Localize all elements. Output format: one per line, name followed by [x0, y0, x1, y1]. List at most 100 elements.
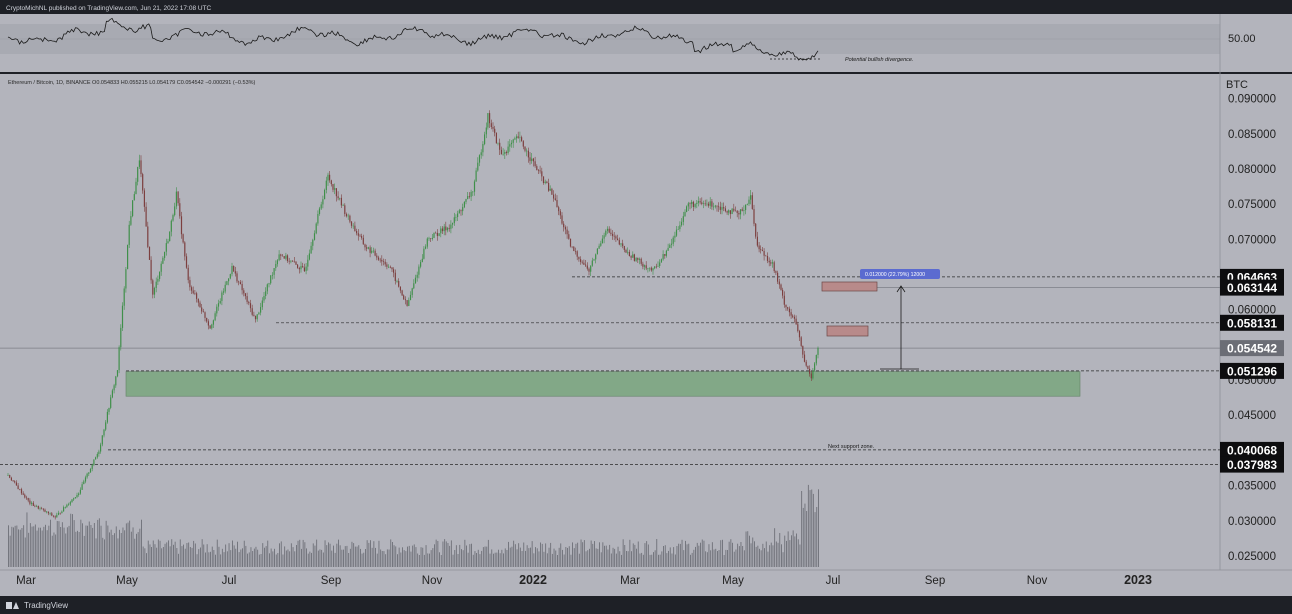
svg-text:0.054542: 0.054542: [1227, 342, 1277, 356]
candle: [798, 329, 801, 341]
volume-bar: [801, 491, 803, 567]
volume-bar: [127, 522, 129, 567]
price-axis-unit: BTC: [1226, 79, 1248, 91]
candle: [216, 304, 218, 317]
candle: [721, 202, 723, 215]
candle: [32, 501, 34, 506]
volume-bar: [531, 541, 533, 567]
volume-bar: [711, 542, 713, 567]
volume-bar: [484, 546, 486, 567]
volume-bar: [621, 554, 622, 567]
candle: [778, 278, 780, 289]
candle: [435, 231, 437, 234]
price-level-tag: 0.063144: [1220, 279, 1284, 296]
candle: [266, 283, 268, 295]
volume-bar: [472, 554, 474, 567]
candle: [229, 273, 231, 280]
volume-bar: [130, 531, 132, 567]
candle: [553, 190, 555, 202]
volume-bar: [464, 539, 466, 567]
candle: [724, 205, 726, 213]
volume-bar: [90, 525, 92, 567]
candle: [679, 221, 681, 232]
candle: [382, 258, 385, 266]
volume-bar: [403, 550, 405, 567]
volume-bar: [691, 552, 693, 567]
candle: [285, 252, 287, 261]
volume-bar: [184, 548, 186, 567]
candle: [645, 261, 647, 271]
candle: [559, 209, 561, 219]
volume-bar: [624, 545, 626, 567]
candle: [76, 492, 78, 499]
volume-bar: [402, 547, 403, 567]
candle: [251, 304, 253, 317]
candle: [93, 459, 95, 467]
volume-bar: [299, 539, 301, 567]
volume-bar: [117, 538, 119, 567]
volume-bar: [201, 539, 203, 567]
candle: [91, 463, 93, 472]
candle: [517, 131, 519, 139]
candle: [568, 230, 570, 240]
candle: [654, 266, 656, 270]
tradingview-logo[interactable]: TradingView: [6, 601, 68, 610]
volume-bar: [445, 541, 447, 567]
candle: [716, 205, 718, 212]
volume-bar: [383, 551, 385, 567]
candle: [569, 238, 572, 248]
candle: [499, 138, 501, 155]
volume-bar: [730, 539, 732, 567]
volume-bar: [114, 533, 115, 567]
candle: [106, 409, 108, 424]
volume-bar: [296, 545, 297, 567]
candle: [133, 191, 135, 201]
candle: [54, 515, 56, 520]
volume-bar: [423, 554, 425, 567]
support-zone[interactable]: [125, 371, 1081, 397]
volume-bar: [476, 553, 477, 567]
price-pane[interactable]: [0, 74, 1220, 570]
pane-divider[interactable]: [0, 72, 1292, 74]
volume-bar: [68, 525, 70, 567]
candle: [438, 233, 440, 237]
volume-bar: [210, 551, 211, 567]
resistance-box-upper[interactable]: [821, 281, 878, 292]
volume-bar: [46, 530, 48, 567]
candle: [71, 499, 73, 503]
candle: [239, 280, 241, 285]
volume-bar: [781, 544, 782, 567]
volume-bar: [631, 551, 632, 567]
svg-text:0.051296: 0.051296: [1227, 364, 1277, 378]
resistance-box-lower[interactable]: [826, 325, 869, 337]
volume-bar: [61, 522, 63, 567]
candle: [140, 155, 142, 178]
volume-bar: [70, 513, 72, 567]
time-axis[interactable]: [0, 570, 1292, 596]
volume-bar: [518, 543, 520, 567]
volume-bar: [149, 544, 151, 567]
volume-bar: [696, 542, 698, 567]
candle: [590, 265, 592, 277]
volume-bar: [280, 541, 282, 567]
candle: [670, 238, 673, 249]
volume-bar: [9, 535, 11, 567]
volume-bar: [690, 554, 691, 567]
volume-bar: [385, 554, 387, 567]
candle: [120, 324, 122, 351]
volume-bar: [668, 550, 669, 567]
volume-bar: [50, 519, 51, 567]
volume-bar: [378, 540, 380, 567]
candle: [573, 246, 575, 252]
candle: [394, 269, 396, 285]
volume-bar: [400, 552, 402, 567]
volume-bar: [583, 540, 585, 567]
volume-bar: [100, 525, 102, 567]
volume-bar: [194, 543, 196, 567]
volume-bar: [663, 546, 664, 567]
candle: [371, 247, 373, 254]
volume-bar: [775, 541, 777, 567]
volume-bar: [139, 528, 141, 567]
candle: [731, 208, 733, 215]
